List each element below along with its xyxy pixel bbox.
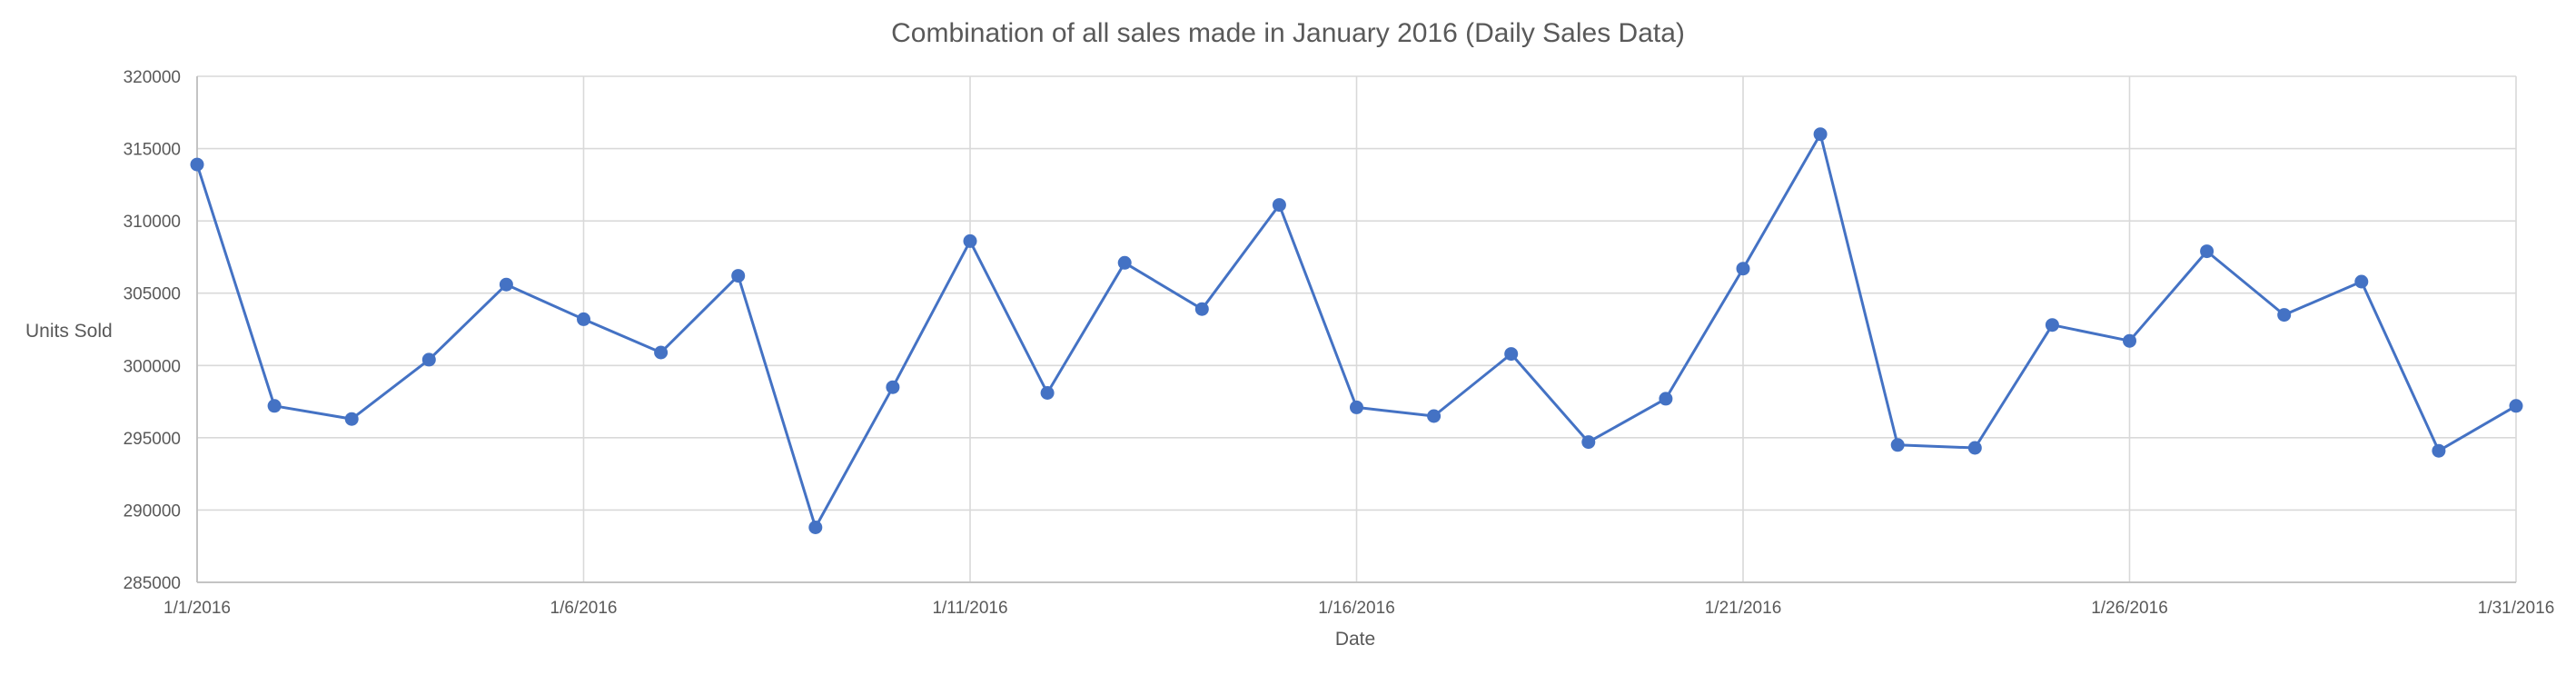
data-point [344,412,359,426]
data-point [2509,399,2523,413]
data-point [1427,409,1442,423]
x-axis-tick-labels: 1/1/2016 1/6/2016 1/11/2016 1/16/2016 1/21/2… [163,599,2554,618]
data-point [2123,333,2136,348]
y-tick-label: 295000 [124,430,181,449]
data-point [267,399,282,413]
data-point [2354,274,2369,289]
y-tick-label: 305000 [124,285,181,304]
y-tick-label: 300000 [124,357,181,376]
x-tick-label: 1/11/2016 [932,599,1007,618]
data-point [2200,244,2214,259]
data-point [421,352,436,367]
y-tick-label: 285000 [124,574,181,593]
data-point [886,380,900,394]
x-tick-label: 1/16/2016 [1318,599,1395,618]
y-tick-label: 290000 [124,501,181,521]
y-axis-tick-labels: 285000 290000 295000 300000 305000 310000 3150… [124,68,181,593]
data-point [1581,435,1596,450]
data-point [1194,302,1209,316]
x-axis-label: Date [1335,629,1375,650]
x-tick-label: 1/6/2016 [550,599,618,618]
data-point [1813,127,1828,142]
gridlines [196,75,2517,583]
data-point [577,312,590,326]
data-point [654,345,669,360]
data-point [1272,198,1286,213]
data-point [499,277,513,292]
data-points [190,127,2523,534]
data-point [1504,347,1519,362]
y-tick-label: 315000 [124,141,181,160]
data-point [190,157,204,172]
data-point [1736,262,1750,276]
chart-title: Combination of all sales made in January… [891,18,1685,48]
y-axis-label: Units Sold [25,321,113,342]
x-tick-label: 1/21/2016 [1705,599,1782,618]
x-tick-label: 1/31/2016 [2478,599,2555,618]
x-tick-label: 1/26/2016 [2091,599,2168,618]
data-point [1967,441,1982,455]
data-point [2277,308,2292,323]
y-tick-label: 310000 [124,213,181,232]
data-point [1890,438,1905,452]
data-point [1350,400,1363,414]
data-point [963,233,977,248]
data-point [1659,392,1673,406]
data-point [731,269,746,283]
data-point [1117,255,1132,270]
data-point [808,521,823,534]
x-tick-label: 1/1/2016 [163,599,231,618]
data-point [2432,443,2446,458]
data-point [1040,386,1055,400]
y-tick-label: 320000 [124,68,181,87]
data-point [2045,318,2059,333]
